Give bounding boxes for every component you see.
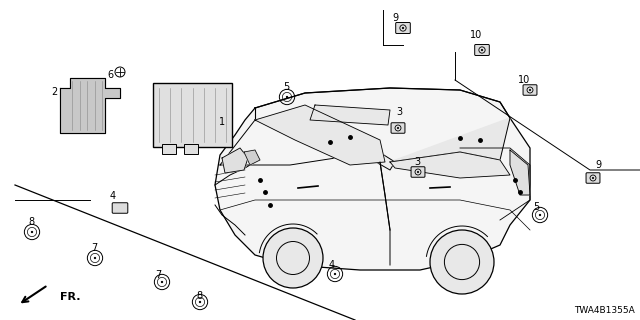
Polygon shape xyxy=(390,152,510,178)
Circle shape xyxy=(199,301,201,303)
Circle shape xyxy=(539,214,541,216)
FancyBboxPatch shape xyxy=(184,144,198,154)
Text: 6: 6 xyxy=(107,70,113,80)
Text: 4: 4 xyxy=(110,191,116,201)
Text: TWA4B1355A: TWA4B1355A xyxy=(574,306,635,315)
Circle shape xyxy=(417,171,419,173)
Text: 1: 1 xyxy=(219,117,225,127)
FancyBboxPatch shape xyxy=(523,85,537,95)
Polygon shape xyxy=(510,150,530,195)
Polygon shape xyxy=(310,105,390,125)
FancyBboxPatch shape xyxy=(411,167,425,177)
Text: 9: 9 xyxy=(392,13,398,23)
Text: FR.: FR. xyxy=(60,292,81,302)
Text: 10: 10 xyxy=(470,30,482,40)
FancyBboxPatch shape xyxy=(475,44,490,55)
FancyBboxPatch shape xyxy=(391,123,405,133)
Text: 8: 8 xyxy=(28,217,34,227)
Polygon shape xyxy=(390,118,510,162)
Polygon shape xyxy=(244,150,260,165)
Circle shape xyxy=(286,96,288,98)
Text: 5: 5 xyxy=(283,82,289,92)
FancyBboxPatch shape xyxy=(153,83,232,147)
Circle shape xyxy=(161,281,163,283)
FancyBboxPatch shape xyxy=(586,173,600,183)
Circle shape xyxy=(402,27,404,29)
Circle shape xyxy=(334,273,336,275)
Circle shape xyxy=(397,127,399,129)
Text: 9: 9 xyxy=(595,160,601,170)
Text: 2: 2 xyxy=(51,87,57,97)
Circle shape xyxy=(430,230,494,294)
FancyBboxPatch shape xyxy=(396,22,410,34)
Circle shape xyxy=(481,49,483,51)
Polygon shape xyxy=(255,105,385,165)
Polygon shape xyxy=(60,78,120,133)
Polygon shape xyxy=(255,110,395,170)
Text: 4: 4 xyxy=(329,260,335,270)
Circle shape xyxy=(263,228,323,288)
Circle shape xyxy=(529,89,531,91)
Circle shape xyxy=(31,231,33,233)
Polygon shape xyxy=(215,88,530,270)
FancyBboxPatch shape xyxy=(162,144,176,154)
Circle shape xyxy=(592,177,594,179)
Polygon shape xyxy=(222,148,248,173)
Text: 8: 8 xyxy=(196,291,202,301)
Text: 3: 3 xyxy=(396,107,402,117)
Text: 7: 7 xyxy=(155,270,161,280)
Text: 3: 3 xyxy=(414,157,420,167)
FancyBboxPatch shape xyxy=(112,203,128,213)
Text: 10: 10 xyxy=(518,75,530,85)
Text: 5: 5 xyxy=(533,202,539,212)
Text: 7: 7 xyxy=(91,243,97,253)
Circle shape xyxy=(94,257,96,259)
